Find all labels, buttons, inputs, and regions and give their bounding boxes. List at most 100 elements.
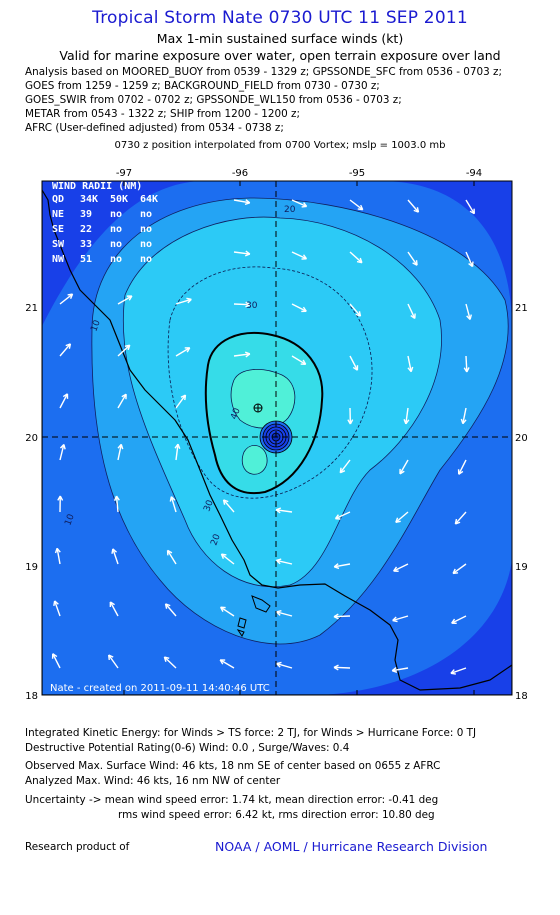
created-label: Nate - created on 2011-09-11 14:40:46 UT… <box>50 683 270 694</box>
y-tick-label-left: 21 <box>25 303 38 314</box>
wind-contours <box>42 181 512 695</box>
wind-arrow <box>291 199 308 208</box>
wind-arrow <box>395 511 409 524</box>
contour-40-south <box>241 445 268 475</box>
wind-arrow <box>59 393 69 409</box>
wind-arrow <box>391 667 409 673</box>
wind-field-map: -97 -96 -95 -94 -97 -96 -95 -94 21 20 19 18 21 20 1… <box>25 168 528 705</box>
wind-arrow <box>393 563 409 572</box>
contour-label: 30 <box>246 301 258 311</box>
wind-arrow <box>339 459 351 474</box>
wind-arrow <box>465 199 475 215</box>
wind-arrow <box>51 653 61 669</box>
x-tick-label-bottom: -95 <box>349 704 365 705</box>
dpr-line: Destructive Potential Rating(0-6) Wind: … <box>25 742 350 754</box>
wind-arrow <box>465 251 474 268</box>
x-tick-label-bottom: -94 <box>466 704 482 705</box>
wind-arrow <box>166 549 177 565</box>
x-tick-label-top: -96 <box>232 168 248 179</box>
x-axis-ticks: -97 -96 -95 -94 -97 -96 -95 -94 <box>116 168 482 705</box>
contour-label: 10 <box>63 513 76 527</box>
wind-arrow <box>407 251 418 266</box>
wind-arrow <box>164 603 177 617</box>
wind-arrow <box>451 615 467 625</box>
wind-radii-cell: 39 <box>80 209 92 220</box>
wind-radii-cell: no <box>140 224 152 235</box>
contour-40-north <box>230 369 296 429</box>
wind-radii-cell: 51 <box>80 254 92 265</box>
wind-arrow <box>334 511 351 520</box>
wind-radii-table: WIND RADII (NM) QD 34K 50K 64K NE 39 no no SE 22 n… <box>52 181 158 265</box>
wind-arrows <box>51 199 475 675</box>
analysis-line: GOES_SWIR from 0702 - 0702 z; GPSSONDE_W… <box>25 94 402 106</box>
analysis-line: AFRC (User-defined adjusted) from 0534 -… <box>25 122 284 134</box>
wind-arrow <box>465 303 472 320</box>
analysis-line: METAR from 0543 - 1322 z; SHIP from 1200… <box>25 108 301 120</box>
wind-arrow <box>117 344 131 357</box>
wind-arrow <box>349 251 363 264</box>
wind-radii-cell: SW <box>52 239 65 250</box>
y-tick-label-right: 20 <box>515 433 528 444</box>
y-tick-label-right: 18 <box>515 691 528 702</box>
wind-arrow <box>460 407 467 425</box>
wind-arrow <box>107 654 119 669</box>
max-wind-marker <box>253 403 263 413</box>
wind-radii-title: WIND RADII (NM) <box>52 181 142 192</box>
wind-arrow <box>333 563 351 570</box>
wind-radii-header-cell: 64K <box>140 194 158 205</box>
wind-radii-header-cell: QD <box>52 194 64 205</box>
wind-arrow <box>53 600 61 617</box>
wind-arrow <box>333 613 351 620</box>
wind-radii-header-cell: 34K <box>80 194 98 205</box>
uncertainty-line-2: rms wind speed error: 6.42 kt, rms direc… <box>118 809 435 821</box>
contour-labels: 20 30 40 10 30 20 10 <box>63 205 295 547</box>
wind-arrow <box>59 343 72 357</box>
wind-arrow <box>59 293 74 305</box>
wind-arrow <box>275 507 293 514</box>
wind-arrow <box>233 301 251 308</box>
wind-arrow <box>175 297 192 305</box>
wind-arrow <box>59 443 66 461</box>
wind-arrow <box>111 548 119 565</box>
wind-arrow <box>57 495 64 513</box>
y-tick-label-left: 19 <box>25 562 38 573</box>
uncertainty-line-1: Uncertainty -> mean wind speed error: 1.… <box>25 794 439 806</box>
wind-arrow <box>275 558 293 565</box>
wind-arrow <box>276 610 293 617</box>
wind-arrow <box>452 563 467 575</box>
wind-radii-cell: no <box>110 254 122 265</box>
wind-arrow <box>407 303 416 320</box>
ike-line: Integrated Kinetic Energy: for Winds > T… <box>25 727 477 739</box>
wind-arrow <box>276 661 293 669</box>
wind-arrow <box>392 615 409 623</box>
wind-arrow <box>233 199 251 206</box>
analyzed-max-wind: Analyzed Max. Wind: 46 kts, 16 nm NW of … <box>25 775 281 787</box>
wind-radii-cell: no <box>140 209 152 220</box>
wind-arrow <box>463 355 470 373</box>
contour-label: 20 <box>284 205 296 215</box>
x-tick-label-top: -95 <box>349 168 365 179</box>
noaa-aoml-hrd-link[interactable]: NOAA / AOML / Hurricane Research Divisio… <box>215 839 488 854</box>
wind-radii-cell: no <box>110 224 122 235</box>
islands <box>236 595 271 637</box>
coastline <box>42 189 512 695</box>
observed-max-wind: Observed Max. Surface Wind: 46 kts, 18 n… <box>25 760 441 772</box>
y-tick-label-right: 21 <box>515 303 528 314</box>
x-tick-label-bottom: -97 <box>116 704 132 705</box>
wind-arrow <box>219 659 235 669</box>
wind-radii-cell: NW <box>52 254 65 265</box>
wind-arrow <box>454 511 467 525</box>
wind-arrow <box>450 667 467 675</box>
wind-arrow <box>347 407 354 425</box>
y-tick-label-right: 19 <box>515 562 528 573</box>
y-tick-label-left: 18 <box>25 691 38 702</box>
wind-radii-cell: 33 <box>80 239 92 250</box>
wind-radii-cell: no <box>110 209 122 220</box>
wind-radii-cell: NE <box>52 209 64 220</box>
wind-arrow <box>407 355 414 373</box>
wind-arrow <box>233 351 251 358</box>
x-tick-label-top: -97 <box>116 168 132 179</box>
analysis-line: GOES from 1259 - 1259 z; BACKGROUND_FIEL… <box>25 80 380 92</box>
subtitle-wind-type: Max 1-min sustained surface winds (kt) <box>156 31 404 46</box>
wind-arrow <box>349 199 364 211</box>
